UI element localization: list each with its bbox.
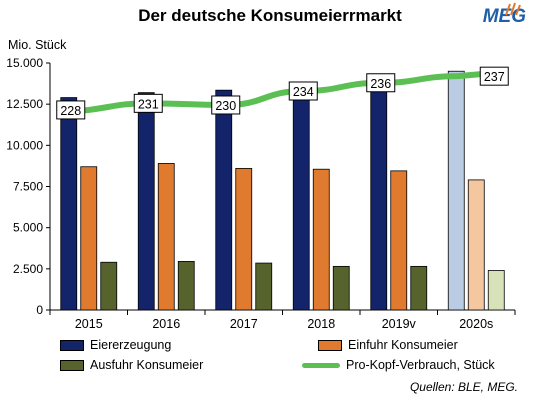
chart-bars <box>60 70 505 311</box>
logo-text: MEG <box>482 6 526 27</box>
x-tick-label: 2016 <box>152 317 180 331</box>
chart-title: Der deutsche Konsumeierrmarkt <box>138 6 402 25</box>
data-label-verbrauch: 230 <box>211 95 241 115</box>
x-tick-label: 2015 <box>75 317 103 331</box>
line-pro-kopf-verbrauch <box>59 70 496 115</box>
bar-einfuhr <box>312 168 330 311</box>
source-note: Quellen: BLE, MEG. <box>409 380 518 394</box>
legend-verbrauch: Pro-Kopf-Verbrauch, Stück <box>302 358 495 372</box>
bar-einfuhr <box>235 167 253 311</box>
y-tick-label: 0 <box>36 303 43 317</box>
legend-ausfuhr: Ausfuhr Konsumeier <box>60 358 203 372</box>
y-axis-unit-label: Mio. Stück <box>8 38 67 52</box>
bar-ausfuhr <box>100 261 118 311</box>
bar-eiererzeugung <box>447 70 465 311</box>
bar-ausfuhr <box>177 261 195 311</box>
x-tick-label: 2018 <box>307 317 335 331</box>
bar-einfuhr <box>390 170 408 311</box>
legend-swatch-einfuhr <box>318 339 342 351</box>
data-label-verbrauch: 234 <box>288 81 318 101</box>
meg-logo: MEG <box>483 6 526 28</box>
data-label-verbrauch: 236 <box>366 73 396 93</box>
data-label-box <box>479 66 509 86</box>
data-label-value: 231 <box>138 97 159 111</box>
bar-ausfuhr <box>410 265 428 311</box>
legend-line-verbrauch <box>302 362 340 368</box>
bar-eiererzeugung <box>137 92 155 311</box>
y-tick-label: 2.500 <box>13 262 43 276</box>
data-label-box <box>133 93 163 113</box>
chart-axes: 0 2.500 5.000 7.500 10.000 12.500 15.000 2015 20… <box>6 56 516 331</box>
x-tick-label: 2019v <box>382 317 417 331</box>
chart-line <box>59 70 496 115</box>
y-tick-label: 12.500 <box>6 97 43 111</box>
bar-eiererzeugung <box>215 89 233 311</box>
legend-label-einfuhr: Einfuhr Konsumeier <box>348 338 458 352</box>
data-label-box <box>56 100 86 120</box>
legend-eiererzeugung: Eiererzeugung <box>60 338 171 352</box>
legend-swatch-ausfuhr <box>60 359 84 371</box>
data-label-verbrauch: 228 <box>56 100 86 120</box>
y-tick-label: 5.000 <box>13 221 43 235</box>
data-label-box <box>211 95 241 115</box>
data-label-value: 228 <box>60 104 81 118</box>
logo-sun-icon <box>505 2 521 16</box>
chart-labels: 228 231 230 234 236 237 <box>56 66 509 120</box>
bar-einfuhr <box>467 179 485 311</box>
bar-ausfuhr <box>487 270 505 311</box>
y-tick-label: 7.500 <box>13 180 43 194</box>
legend-label-verbrauch: Pro-Kopf-Verbrauch, Stück <box>346 358 495 372</box>
data-label-value: 236 <box>370 77 391 91</box>
bar-eiererzeugung <box>370 80 388 311</box>
bar-eiererzeugung <box>60 97 78 311</box>
y-tick-label: 15.000 <box>6 56 43 70</box>
data-label-value: 230 <box>215 99 236 113</box>
x-tick-label: 2020s <box>459 317 493 331</box>
data-label-box <box>288 81 318 101</box>
data-label-value: 237 <box>484 70 505 84</box>
bar-eiererzeugung <box>292 85 310 311</box>
legend-label-ausfuhr: Ausfuhr Konsumeier <box>90 358 204 372</box>
x-tick-label: 2017 <box>230 317 258 331</box>
data-label-value: 234 <box>293 85 314 99</box>
bar-ausfuhr <box>332 265 350 311</box>
data-label-verbrauch: 231 <box>133 93 163 113</box>
data-label-verbrauch: 237 <box>479 66 509 86</box>
bar-einfuhr <box>80 166 98 311</box>
legend-einfuhr: Einfuhr Konsumeier <box>318 338 458 352</box>
y-tick-label: 10.000 <box>6 138 43 152</box>
legend-label-eiererzeugung: Eiererzeugung <box>90 338 172 352</box>
legend-swatch-eiererzeugung <box>60 339 84 351</box>
bar-ausfuhr <box>255 262 273 311</box>
bar-einfuhr <box>157 163 175 311</box>
data-label-box <box>366 73 396 93</box>
